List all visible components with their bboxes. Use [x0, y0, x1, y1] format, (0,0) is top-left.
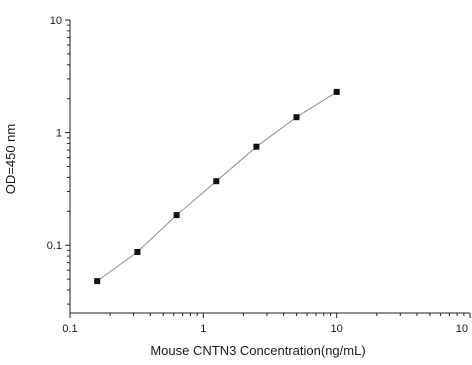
data-series [94, 88, 340, 285]
x-axis-title: Mouse CNTN3 Concentration(ng/mL) [150, 343, 365, 358]
ticks: 0.1 1 10 0.1 1 10 10 [47, 15, 471, 335]
data-point [253, 143, 260, 150]
x-tick-label: 10 [331, 323, 343, 335]
y-tick-label: 0.1 [47, 240, 62, 252]
x-tick-label: 1 [200, 323, 206, 335]
data-point [293, 114, 300, 121]
data-point [173, 212, 180, 219]
y-tick-label: 1 [56, 128, 62, 140]
data-point [213, 178, 220, 185]
data-point [134, 249, 141, 255]
y-tick-label: 10 [50, 15, 62, 27]
x-tick-label: 10 [456, 323, 468, 335]
axes [69, 20, 470, 314]
x-tick-label: 0.1 [62, 323, 77, 335]
y-axis-title: OD=450 nm [3, 124, 18, 194]
series-line [96, 91, 337, 282]
data-point [94, 278, 101, 285]
data-point [333, 88, 340, 95]
